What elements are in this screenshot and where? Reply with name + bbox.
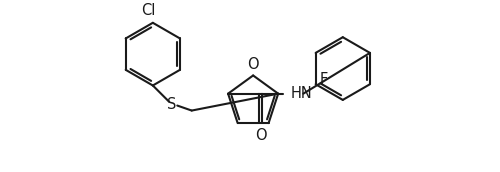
Text: S: S <box>167 97 176 112</box>
Text: HN: HN <box>291 86 312 101</box>
Text: O: O <box>248 57 259 72</box>
Text: O: O <box>255 128 266 143</box>
Text: Cl: Cl <box>140 3 155 18</box>
Text: F: F <box>320 72 328 87</box>
